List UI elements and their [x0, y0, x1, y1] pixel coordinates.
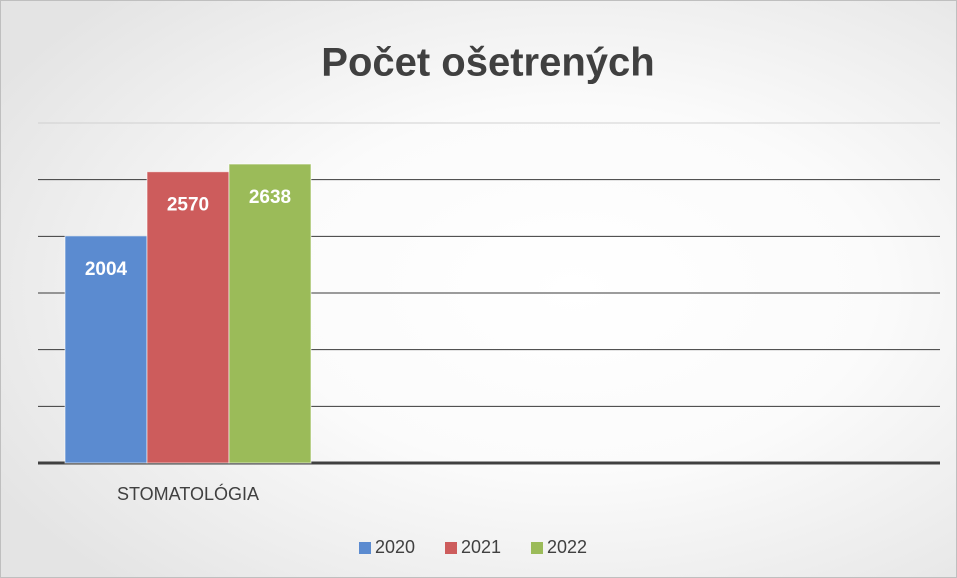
- legend-label: 2021: [461, 537, 501, 557]
- legend-label: 2022: [547, 537, 587, 557]
- data-label: 2004: [85, 259, 128, 280]
- legend-swatch: [359, 542, 371, 554]
- bar: [64, 235, 148, 464]
- chart-title: Počet ošetrených: [321, 41, 654, 85]
- legend-swatch: [445, 542, 457, 554]
- legend-swatch: [531, 542, 543, 554]
- x-tick-label: STOMATOLÓGIA: [117, 483, 259, 504]
- bar: [228, 163, 312, 464]
- data-label: 2638: [249, 187, 291, 208]
- legend-label: 2020: [375, 537, 415, 557]
- bar: [146, 171, 230, 464]
- data-label: 2570: [167, 195, 209, 216]
